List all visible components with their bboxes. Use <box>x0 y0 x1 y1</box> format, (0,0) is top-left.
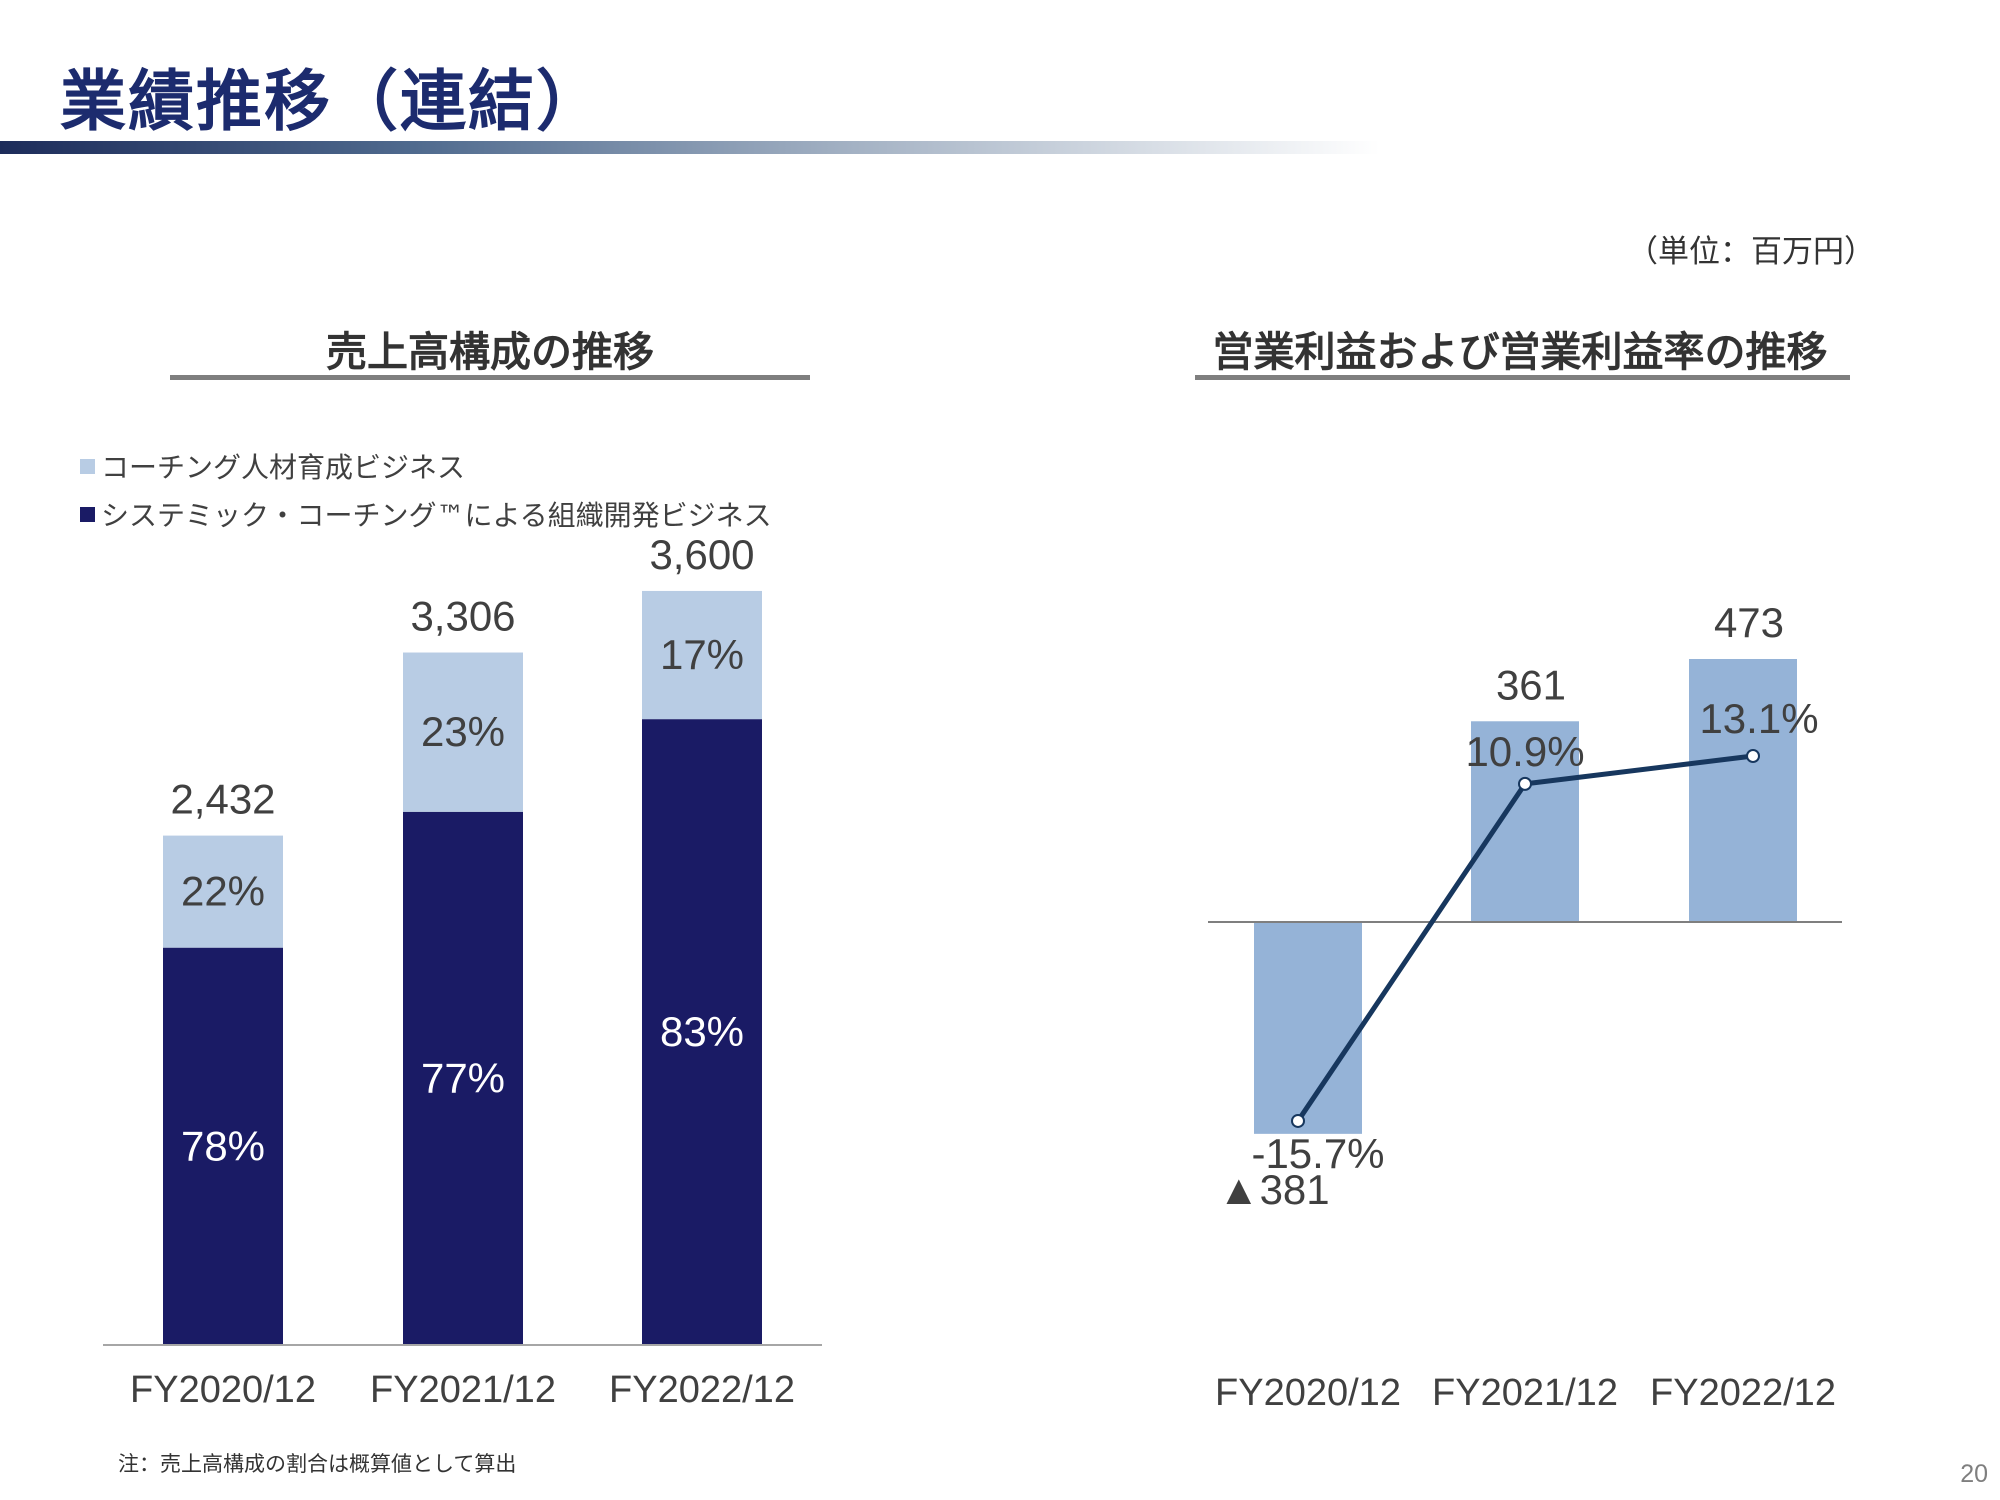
sales-label-coaching-1: 22% <box>181 868 265 915</box>
sales-label-coaching-2: 23% <box>421 708 505 755</box>
sales-total-label-2: 3,306 <box>410 593 515 640</box>
footnote: 注：売上高構成の割合は概算値として算出 <box>118 1452 517 1476</box>
sales-label-coaching-3: 17% <box>660 631 744 678</box>
profit-value-label-1: ▲381 <box>1218 1166 1330 1213</box>
sales-chart-title: 売上高構成の推移 <box>326 328 654 376</box>
profit-chart-title: 営業利益および営業利益率の推移 <box>1212 328 1828 376</box>
page-number: 20 <box>1960 1460 1988 1488</box>
margin-label-2: 10.9% <box>1465 728 1584 775</box>
sales-chart-legend: コーチング人材育成ビジネス システミック・コーチング™による組織開発ビジネス <box>80 442 772 538</box>
sales-label-systemic-1: 78% <box>181 1122 265 1169</box>
margin-point-1 <box>1291 1113 1305 1128</box>
page-title: 業績推移（連結） <box>60 63 604 140</box>
sales-total-label-1: 2,432 <box>170 776 275 823</box>
unit-note: （単位：百万円） <box>1627 234 1875 270</box>
margin-point-2 <box>1518 776 1532 791</box>
profit-chart-title-underline <box>1195 375 1850 380</box>
legend-item-systemic: システミック・コーチング™による組織開発ビジネス <box>80 490 772 538</box>
legend-swatch-coaching <box>80 458 95 474</box>
title-underline <box>0 141 1380 154</box>
profit-x-tick-2: FY2021/12 <box>1432 1372 1618 1414</box>
legend-item-coaching: コーチング人材育成ビジネス <box>80 442 772 490</box>
sales-bar-systemic-1 <box>163 947 283 1345</box>
margin-label-1: -15.7% <box>1251 1130 1384 1177</box>
profit-x-tick-1: FY2020/12 <box>1215 1372 1401 1414</box>
sales-bar-coaching-1 <box>163 835 283 948</box>
profit-value-label-3: 473 <box>1714 599 1784 646</box>
profit-bar-2 <box>1471 721 1579 922</box>
margin-label-3: 13.1% <box>1699 695 1818 742</box>
legend-label-coaching: コーチング人材育成ビジネス <box>101 451 466 484</box>
sales-x-tick-3: FY2022/12 <box>609 1369 795 1411</box>
sales-bar-systemic-3 <box>642 719 762 1345</box>
sales-x-tick-2: FY2021/12 <box>370 1369 556 1411</box>
profit-value-label-2: 361 <box>1496 661 1566 708</box>
sales-bar-systemic-2 <box>403 811 523 1345</box>
profit-x-tick-3: FY2022/12 <box>1650 1372 1836 1414</box>
sales-label-systemic-3: 83% <box>660 1008 744 1055</box>
sales-total-label-3: 3,600 <box>649 531 754 578</box>
sales-label-systemic-2: 77% <box>421 1054 505 1101</box>
sales-bar-coaching-2 <box>403 652 523 812</box>
sales-x-tick-1: FY2020/12 <box>130 1369 316 1411</box>
legend-label-systemic: システミック・コーチング™による組織開発ビジネス <box>101 499 772 532</box>
profit-bar-3 <box>1689 659 1797 922</box>
profit-bar-1 <box>1254 922 1362 1134</box>
margin-point-3 <box>1746 749 1760 763</box>
sales-chart-title-underline <box>170 375 810 380</box>
sales-bar-coaching-3 <box>642 590 762 720</box>
legend-swatch-systemic <box>80 506 95 522</box>
